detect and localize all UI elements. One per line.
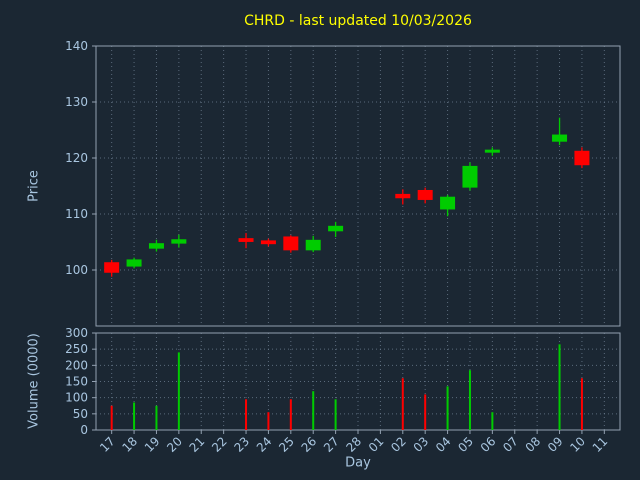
volume-bar — [245, 399, 248, 430]
price-axis-label: Price — [26, 170, 42, 202]
volume-bar — [110, 405, 113, 430]
volume-bar — [468, 370, 471, 430]
x-tick-label: 10 — [567, 434, 588, 455]
volume-bar — [177, 352, 180, 430]
price-tick-label: 120 — [65, 151, 88, 165]
x-tick-label: 26 — [299, 434, 320, 455]
candle-body — [395, 193, 411, 199]
x-tick-label: 08 — [523, 434, 544, 455]
volume-bar — [155, 405, 158, 430]
candle-body — [171, 239, 187, 244]
x-tick-label: 21 — [187, 434, 208, 455]
volume-tick-label: 200 — [65, 358, 88, 372]
price-tick-label: 110 — [65, 207, 88, 221]
volume-bar — [446, 386, 449, 430]
price-plot-frame — [95, 45, 621, 327]
volume-tick-label: 0 — [80, 423, 88, 437]
volume-axis-label: Volume (0000) — [26, 333, 42, 429]
x-tick-label: 04 — [433, 434, 454, 455]
candle-body — [126, 259, 142, 267]
x-tick-label: 07 — [500, 434, 521, 455]
candle-body — [305, 239, 321, 251]
candle-body — [148, 243, 164, 249]
volume-bar — [267, 412, 270, 430]
volume-tick-label: 100 — [65, 391, 88, 405]
volume-tick-label: 250 — [65, 342, 88, 356]
price-tick-label: 100 — [65, 263, 88, 277]
volume-tick-label: 300 — [65, 326, 88, 340]
x-tick-label: 25 — [276, 434, 297, 455]
x-tick-label: 01 — [366, 434, 387, 455]
volume-bar — [401, 378, 404, 430]
candle-body — [260, 240, 276, 245]
candle-body — [462, 165, 478, 188]
volume-bar — [312, 391, 315, 430]
candle-body — [328, 225, 344, 232]
x-tick-label: 27 — [321, 434, 342, 455]
volume-tick-label: 50 — [73, 407, 88, 421]
candle-body — [283, 236, 299, 251]
candle-body — [484, 149, 500, 153]
volume-bar — [424, 394, 427, 430]
x-tick-label: 05 — [455, 434, 476, 455]
x-tick-label: 22 — [209, 434, 230, 455]
candle-body — [238, 238, 254, 242]
x-tick-label: 18 — [119, 434, 140, 455]
x-tick-label: 06 — [478, 434, 499, 455]
price-tick-label: 130 — [65, 95, 88, 109]
x-tick-label: 03 — [411, 434, 432, 455]
candle-body — [417, 189, 433, 200]
volume-bar — [334, 399, 337, 430]
candle-body — [440, 196, 456, 210]
price-tick-label: 140 — [65, 39, 88, 53]
candle-body — [104, 262, 120, 273]
x-tick-label: 02 — [388, 434, 409, 455]
volume-bar — [133, 402, 136, 430]
x-tick-label: 28 — [343, 434, 364, 455]
volume-plot-frame — [95, 332, 621, 431]
x-tick-label: 17 — [97, 434, 118, 455]
volume-bar — [558, 344, 561, 430]
candle-body — [552, 134, 568, 142]
x-tick-label: 11 — [590, 434, 611, 455]
x-tick-label: 24 — [254, 434, 275, 455]
x-tick-label: 19 — [142, 434, 163, 455]
x-tick-label: 09 — [545, 434, 566, 455]
volume-tick-label: 150 — [65, 375, 88, 389]
x-tick-label: 23 — [231, 434, 252, 455]
x-tick-label: 20 — [164, 434, 185, 455]
chart-title: CHRD - last updated 10/03/2026 — [244, 13, 472, 29]
volume-bar — [580, 378, 583, 430]
volume-bar — [289, 399, 292, 430]
candle-body — [574, 150, 590, 166]
x-axis-label: Day — [345, 455, 371, 471]
volume-bar — [491, 412, 494, 430]
